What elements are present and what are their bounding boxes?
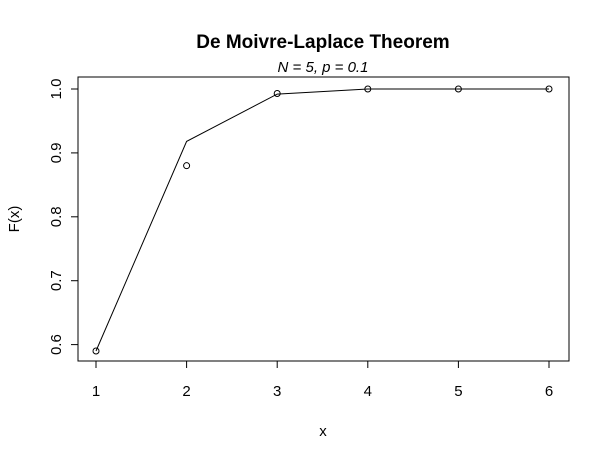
y-tick-label: 0.9 <box>48 142 65 163</box>
data-point <box>183 162 191 170</box>
data-point <box>364 85 372 93</box>
x-tick-label: 3 <box>273 383 281 400</box>
x-tick-label: 1 <box>92 383 100 400</box>
data-point <box>454 85 462 93</box>
series-line <box>95 88 549 352</box>
x-tick-label: 4 <box>364 383 372 400</box>
chart-title: De Moivre-Laplace Theorem <box>196 32 449 53</box>
plot-box <box>77 76 570 362</box>
y-axis-label: F(x) <box>6 206 23 233</box>
data-point <box>273 89 281 97</box>
data-point <box>92 347 100 355</box>
x-axis: 1 2 3 4 5 6 <box>92 360 553 400</box>
x-axis-label: x <box>319 423 327 440</box>
x-tick-label: 2 <box>182 383 190 400</box>
y-tick-label: 0.6 <box>48 334 65 355</box>
x-tick-label: 5 <box>454 383 462 400</box>
series-layer <box>92 85 553 355</box>
chart-subtitle: N = 5, p = 0.1 <box>278 59 369 76</box>
y-tick-label: 0.8 <box>48 206 65 227</box>
y-tick-label: 1.0 <box>48 79 65 100</box>
y-axis: 0.6 0.7 0.8 0.9 1.0 <box>48 79 79 355</box>
data-point <box>545 85 553 93</box>
y-tick-label: 0.7 <box>48 270 65 291</box>
x-tick-label: 6 <box>545 383 553 400</box>
